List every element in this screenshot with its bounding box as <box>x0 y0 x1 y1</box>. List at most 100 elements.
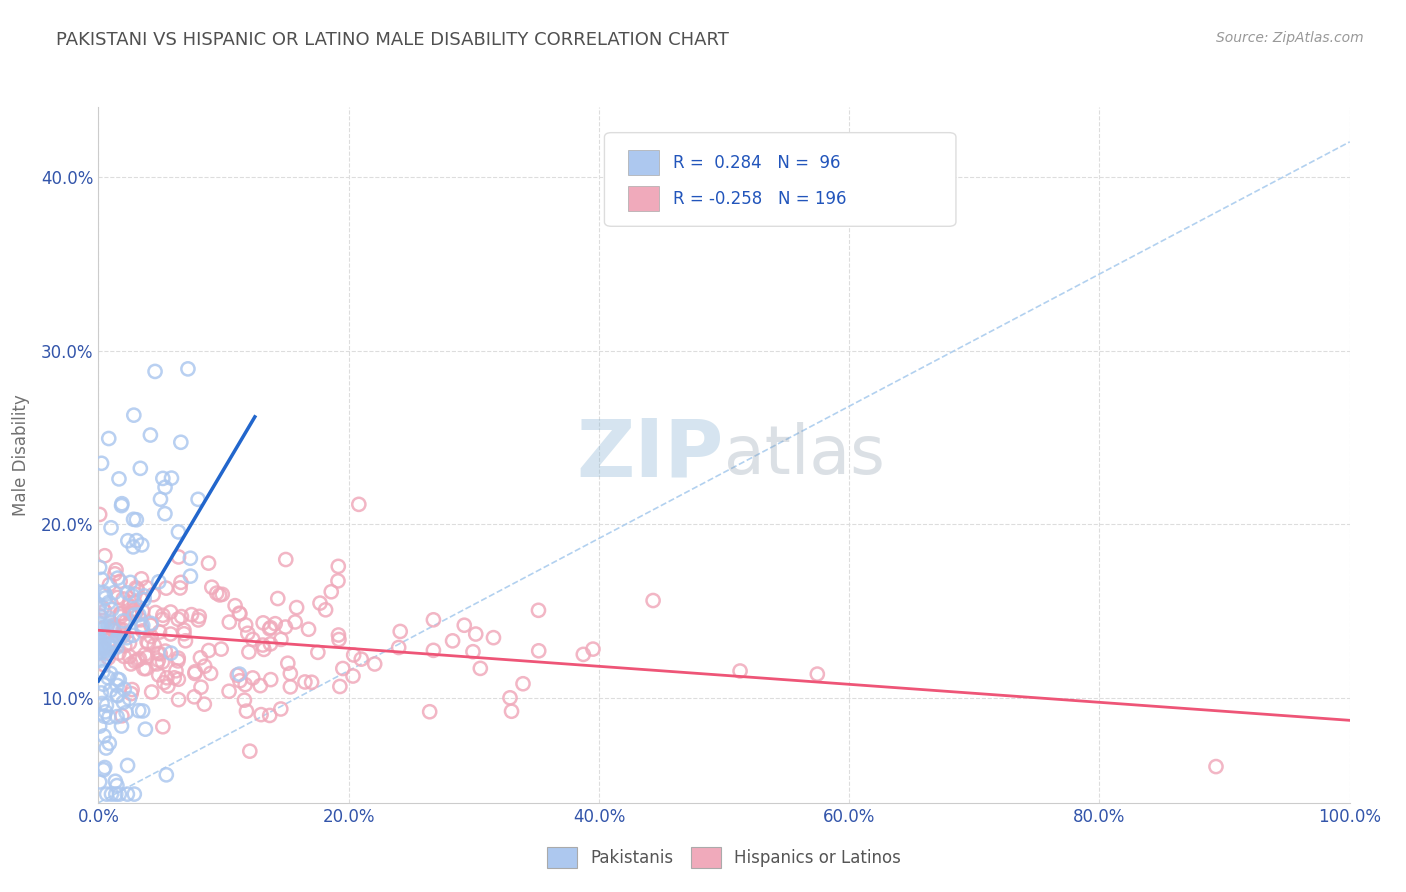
Point <box>134 647 156 661</box>
Point <box>105 709 128 723</box>
Point <box>332 661 354 675</box>
Point <box>97 671 120 685</box>
Point <box>89 608 111 623</box>
Point <box>94 591 117 605</box>
Point <box>124 595 146 609</box>
Point <box>112 614 135 628</box>
Point <box>124 608 146 623</box>
Point <box>100 644 122 658</box>
Point <box>104 631 127 645</box>
Point <box>155 768 177 782</box>
Point <box>728 664 751 678</box>
Point <box>97 650 120 665</box>
Point <box>128 652 150 666</box>
Point <box>197 556 219 570</box>
Point <box>236 626 259 640</box>
Point <box>108 472 131 486</box>
Point <box>91 665 114 679</box>
Point <box>167 692 190 706</box>
Point <box>108 607 131 621</box>
Point <box>277 657 299 671</box>
Point <box>343 648 366 662</box>
Legend: Pakistanis, Hispanics or Latinos: Pakistanis, Hispanics or Latinos <box>541 841 907 874</box>
Point <box>105 779 128 793</box>
Point <box>112 623 135 637</box>
Point <box>170 575 193 590</box>
Point <box>180 607 202 622</box>
Point <box>103 621 125 635</box>
Point <box>112 695 135 709</box>
Point <box>143 364 166 378</box>
Point <box>124 654 146 668</box>
Text: R =  0.284   N =  96: R = 0.284 N = 96 <box>673 154 841 172</box>
Point <box>1205 759 1227 773</box>
Point <box>264 616 287 631</box>
Point <box>441 633 464 648</box>
Point <box>167 612 190 626</box>
Point <box>152 608 174 623</box>
Point <box>121 682 143 697</box>
Point <box>259 621 281 635</box>
Point <box>179 551 201 566</box>
Point <box>229 607 252 621</box>
Point <box>132 662 155 676</box>
Point <box>105 563 128 577</box>
Point <box>226 668 249 682</box>
Point <box>118 599 141 614</box>
Point <box>107 672 129 686</box>
Point <box>167 651 190 665</box>
Point <box>328 632 350 647</box>
Point <box>110 499 132 513</box>
Point <box>249 679 271 693</box>
Point <box>118 649 141 664</box>
Point <box>114 639 136 653</box>
Point <box>806 667 828 681</box>
Point <box>132 592 155 607</box>
Point <box>301 675 323 690</box>
Point <box>177 362 200 376</box>
Point <box>328 628 350 642</box>
Point <box>96 618 118 632</box>
Point <box>96 648 118 663</box>
Point <box>285 600 308 615</box>
Point <box>89 632 111 646</box>
Point <box>125 581 148 595</box>
Point <box>572 648 595 662</box>
Point <box>419 705 441 719</box>
Point <box>91 622 114 636</box>
Point <box>253 642 276 657</box>
Point <box>179 569 201 583</box>
Point <box>125 513 148 527</box>
Point <box>129 613 152 627</box>
Point <box>184 665 207 679</box>
Point <box>252 615 274 630</box>
Point <box>108 787 131 801</box>
Point <box>93 640 115 654</box>
Point <box>93 633 115 648</box>
Point <box>90 640 112 655</box>
Point <box>127 582 149 596</box>
Point <box>103 624 125 638</box>
Point <box>127 653 149 667</box>
Point <box>194 659 217 673</box>
Point <box>148 653 170 667</box>
Point <box>297 622 319 636</box>
Point <box>328 559 350 574</box>
Point <box>259 637 281 651</box>
Point <box>156 671 179 685</box>
Point <box>160 471 183 485</box>
Point <box>107 571 129 585</box>
Point <box>131 619 153 633</box>
Point <box>205 586 228 600</box>
Point <box>112 682 135 697</box>
Point <box>152 612 174 626</box>
Point <box>218 615 240 629</box>
Point <box>101 621 124 635</box>
Point <box>173 623 195 637</box>
Point <box>112 649 135 664</box>
Point <box>94 705 117 719</box>
Point <box>582 642 605 657</box>
Point <box>120 657 142 671</box>
Point <box>342 669 364 683</box>
Point <box>90 647 112 661</box>
